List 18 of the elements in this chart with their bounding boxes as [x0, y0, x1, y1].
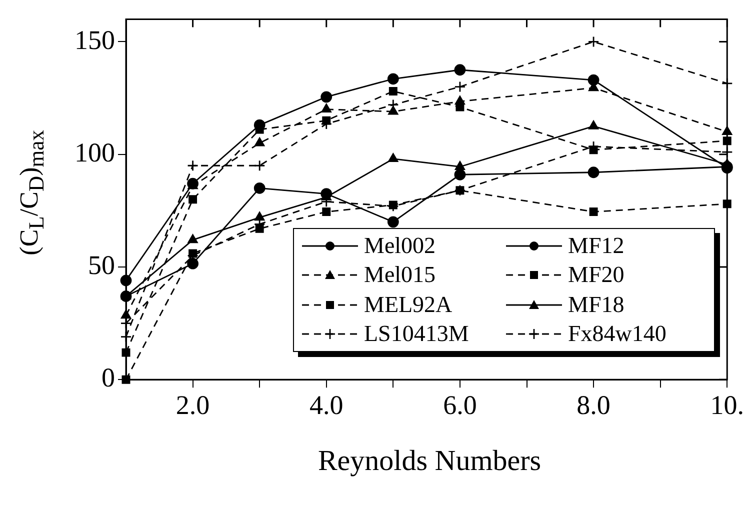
legend-label: MF12 — [568, 232, 624, 259]
legend-label: Mel002 — [364, 232, 436, 259]
x-tick-label: 10. — [710, 390, 744, 420]
x-tick-label: 8.0 — [576, 390, 610, 420]
x-tick-label: 2.0 — [176, 390, 210, 420]
y-tick-label: 0 — [102, 362, 115, 393]
x-tick-label: 6.0 — [443, 390, 477, 420]
y-tick-label: 100 — [74, 137, 115, 168]
x-axis-title: Reynolds Numbers — [316, 445, 542, 478]
legend-label: LS10413M — [364, 321, 469, 348]
legend-label: MEL92A — [364, 292, 452, 318]
legend-label: Mel015 — [364, 262, 436, 288]
y-tick-label: 50 — [88, 250, 115, 280]
y-tick-label: 150 — [74, 24, 115, 55]
x-tick-label: 4.0 — [310, 390, 344, 420]
legend-label: Fx84w140 — [568, 321, 666, 348]
legend-label: MF20 — [568, 262, 624, 288]
legend-label: MF18 — [568, 292, 624, 318]
